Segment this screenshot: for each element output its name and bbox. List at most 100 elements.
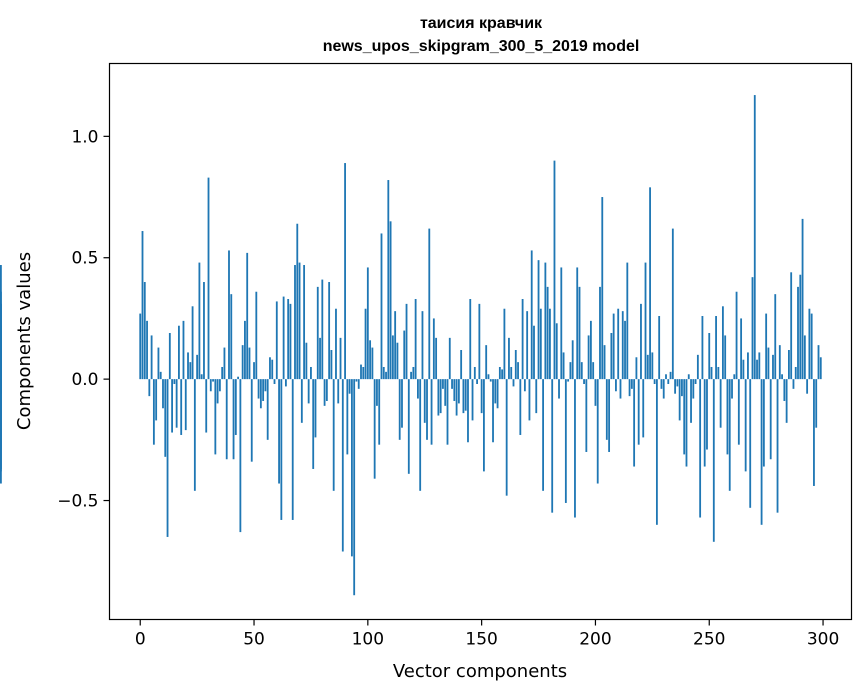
bar-49 bbox=[250, 379, 253, 462]
bar-132 bbox=[439, 379, 442, 414]
bar-116 bbox=[403, 330, 406, 380]
bar-250 bbox=[708, 333, 711, 380]
bar-47 bbox=[246, 252, 249, 380]
bar-93 bbox=[350, 379, 353, 557]
bar-125 bbox=[423, 379, 426, 423]
bar-279 bbox=[774, 294, 777, 380]
bar-16 bbox=[175, 379, 178, 428]
bar-7 bbox=[155, 379, 158, 421]
bar-196 bbox=[585, 379, 588, 452]
bar-167 bbox=[519, 379, 522, 435]
bar-150 bbox=[480, 379, 483, 414]
bar-56 bbox=[266, 379, 269, 440]
bar-53 bbox=[259, 379, 262, 409]
bar-140 bbox=[457, 379, 460, 404]
bar-82 bbox=[325, 379, 328, 401]
bar-50 bbox=[253, 362, 255, 380]
x-tick-label-50: 50 bbox=[243, 630, 265, 650]
bar-263 bbox=[737, 379, 740, 445]
bar-239 bbox=[683, 379, 686, 455]
bar-138 bbox=[453, 379, 456, 401]
bar-70 bbox=[298, 262, 301, 380]
bar-68 bbox=[294, 265, 296, 380]
bar-203 bbox=[601, 197, 604, 380]
bar-201 bbox=[596, 379, 599, 484]
plot-frame bbox=[108, 62, 853, 621]
bar-253 bbox=[715, 316, 717, 380]
bar-266 bbox=[744, 379, 747, 472]
bar-54 bbox=[262, 379, 265, 401]
bar-209 bbox=[615, 379, 617, 392]
bar-230 bbox=[662, 379, 665, 399]
bar-160 bbox=[503, 308, 506, 380]
bar-undefined bbox=[0, 379, 2, 472]
bar-95 bbox=[355, 379, 358, 382]
bar-64 bbox=[284, 379, 287, 387]
bar-117 bbox=[405, 303, 408, 380]
bar-291 bbox=[801, 218, 804, 380]
bar-134 bbox=[444, 379, 447, 406]
bar-146 bbox=[471, 379, 474, 421]
bar-15 bbox=[173, 379, 176, 384]
bar-119 bbox=[410, 371, 412, 380]
bar-274 bbox=[762, 379, 765, 467]
bar-267 bbox=[747, 352, 749, 380]
bar-161 bbox=[505, 379, 508, 496]
bar-181 bbox=[551, 379, 554, 513]
bar-248 bbox=[703, 379, 706, 467]
bar-undefined bbox=[0, 303, 2, 380]
bar-8 bbox=[157, 347, 160, 380]
bar-168 bbox=[521, 299, 524, 380]
bar-23 bbox=[191, 306, 194, 380]
bar-192 bbox=[576, 267, 579, 380]
bar-42 bbox=[234, 379, 237, 435]
bar-152 bbox=[485, 345, 488, 380]
bar-19 bbox=[182, 320, 185, 380]
bar-159 bbox=[501, 369, 504, 380]
bar-256 bbox=[721, 306, 724, 380]
bar-169 bbox=[523, 379, 526, 392]
bar-278 bbox=[772, 354, 774, 380]
bar-121 bbox=[414, 299, 417, 380]
bar-149 bbox=[478, 303, 481, 380]
bar-74 bbox=[307, 379, 310, 404]
bar-212 bbox=[621, 311, 624, 380]
bar-131 bbox=[437, 379, 440, 416]
bar-141 bbox=[460, 350, 463, 380]
bar-215 bbox=[628, 379, 631, 397]
bar-144 bbox=[467, 379, 469, 443]
bar-48 bbox=[248, 347, 251, 380]
bar-41 bbox=[232, 379, 235, 460]
bar-158 bbox=[498, 366, 501, 380]
bar-127 bbox=[428, 228, 431, 380]
bar-221 bbox=[642, 379, 645, 438]
bar-5 bbox=[150, 335, 153, 380]
bar-296 bbox=[813, 379, 815, 486]
bar-24 bbox=[193, 379, 196, 491]
bar-237 bbox=[678, 379, 681, 421]
bar-81 bbox=[323, 379, 326, 406]
bar-91 bbox=[346, 379, 349, 455]
bar-6 bbox=[152, 379, 155, 445]
bar-61 bbox=[278, 379, 280, 484]
y-tick-label-0: −0.5 bbox=[57, 492, 98, 512]
bar-208 bbox=[612, 313, 615, 380]
bar-254 bbox=[717, 366, 720, 380]
bar-156 bbox=[494, 379, 497, 404]
bar-34 bbox=[216, 379, 219, 404]
bar-277 bbox=[769, 379, 772, 460]
bar-229 bbox=[660, 379, 663, 389]
bar-13 bbox=[168, 333, 171, 380]
bar-188 bbox=[567, 379, 570, 382]
bar-180 bbox=[549, 308, 551, 380]
bar-163 bbox=[510, 366, 513, 380]
bar-110 bbox=[389, 221, 392, 380]
bar-193 bbox=[578, 286, 581, 380]
bar-21 bbox=[187, 352, 189, 380]
bar-258 bbox=[726, 379, 729, 455]
bar-178 bbox=[544, 262, 547, 380]
bar-179 bbox=[546, 286, 549, 380]
bar-153 bbox=[487, 374, 490, 380]
x-axis-label: Vector components bbox=[393, 661, 567, 682]
bar-260 bbox=[731, 379, 733, 399]
